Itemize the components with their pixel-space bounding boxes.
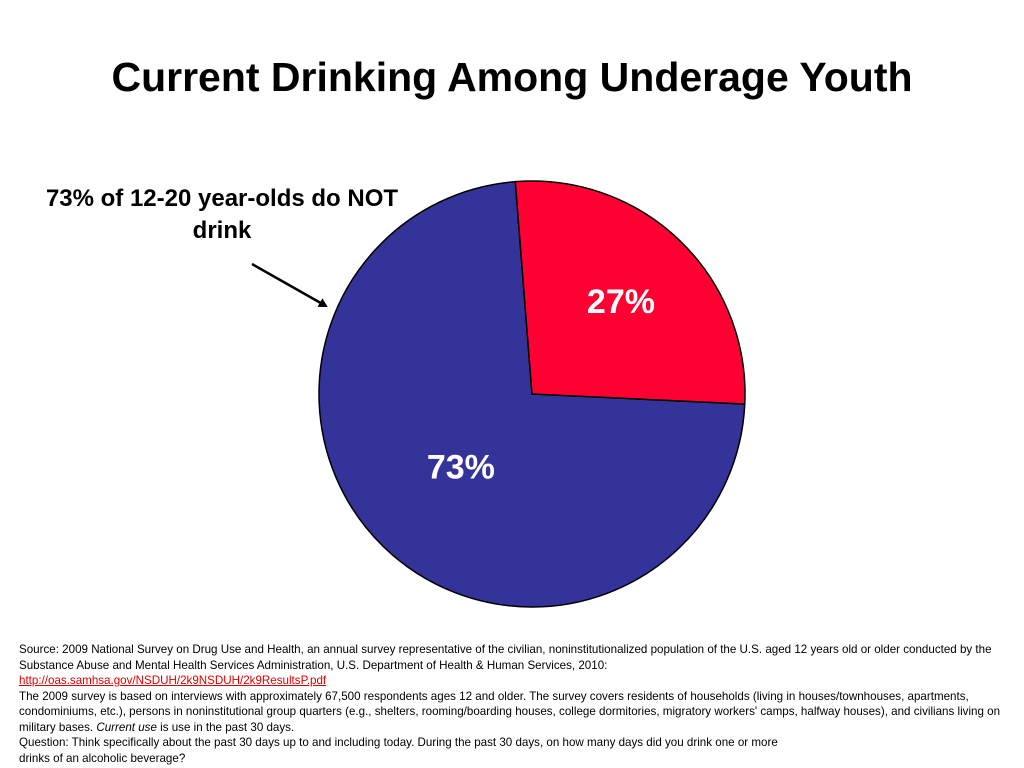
source-line: Source: 2009 National Survey on Drug Use… (19, 643, 992, 672)
callout-text: 73% of 12-20 year-olds do NOT drink (45, 185, 399, 245)
slide-title: Current Drinking Among Underage Youth (111, 54, 913, 100)
survey-description: The 2009 survey is based on interviews w… (19, 689, 1009, 736)
callout-arrow (251, 262, 328, 308)
survey-description-text: The 2009 survey is based on interviews w… (19, 689, 1001, 734)
survey-question-continued: drinks of an alcoholic beverage? (19, 751, 186, 765)
source-note: Source: 2009 National Survey on Drug Use… (19, 642, 1009, 766)
pie-label-27: 27% (587, 283, 655, 321)
current-use-definition: is use in the past 30 days. (160, 720, 295, 734)
current-use-term: Current use (96, 720, 157, 734)
pie-label-73: 73% (427, 448, 495, 486)
source-link[interactable]: http://oas.samhsa.gov/NSDUH/2k9NSDUH/2k9… (19, 674, 327, 687)
pie-slice-27 (514, 180, 746, 405)
survey-question: Question: Think specifically about the p… (19, 736, 778, 749)
